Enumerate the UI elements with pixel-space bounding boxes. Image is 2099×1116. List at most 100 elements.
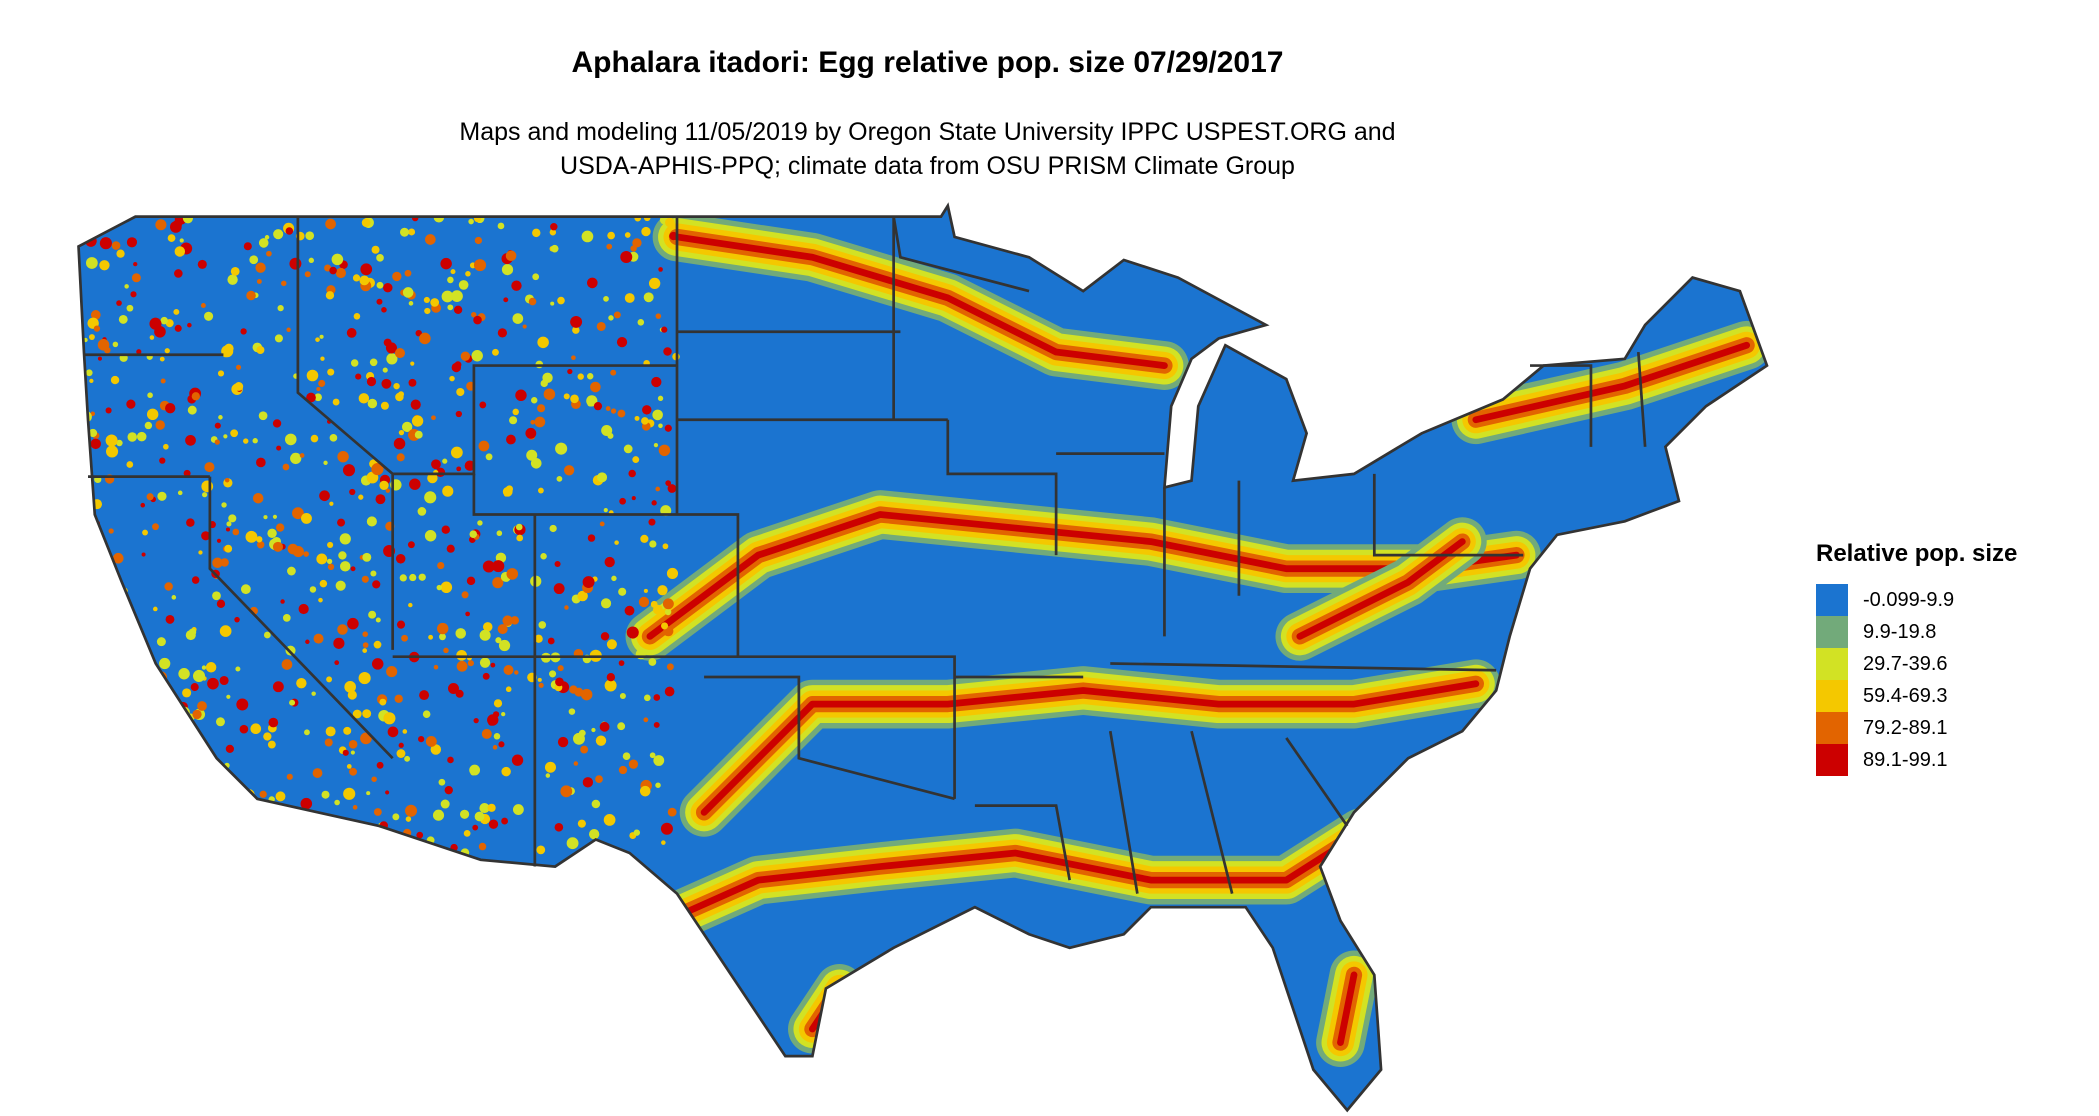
risk-cell: [159, 657, 171, 670]
risk-cell: [459, 809, 470, 819]
risk-cell: [371, 658, 384, 670]
risk-cell: [643, 588, 648, 593]
risk-cell: [581, 230, 594, 243]
legend-swatch: [1816, 680, 1848, 712]
risk-cell: [440, 581, 453, 594]
risk-cell: [503, 297, 509, 303]
legend-item: 59.4-69.3: [1816, 680, 2017, 712]
risk-cell: [315, 337, 320, 342]
risk-cell: [606, 639, 617, 650]
risk-cell: [105, 434, 118, 447]
risk-cell: [401, 421, 413, 433]
risk-cell: [99, 801, 108, 810]
risk-cell: [383, 282, 393, 293]
risk-cell: [577, 373, 584, 380]
risk-cell: [373, 640, 382, 649]
risk-cell: [514, 670, 519, 675]
risk-cell: [482, 560, 495, 573]
risk-cell: [438, 778, 446, 786]
state-border: [1110, 662, 1497, 672]
risk-cell: [191, 576, 200, 584]
state-border: [1285, 737, 1349, 827]
risk-cell: [224, 544, 233, 553]
risk-cell: [649, 752, 656, 759]
risk-cell: [187, 322, 192, 328]
risk-cell: [470, 770, 476, 776]
risk-cell: [334, 660, 340, 666]
risk-cell: [600, 632, 610, 641]
risk-cell: [97, 557, 107, 567]
risk-cell: [442, 485, 454, 497]
risk-cell: [648, 658, 657, 666]
risk-cell: [162, 756, 169, 763]
risk-cell: [306, 392, 316, 403]
risk-cell: [370, 570, 377, 577]
risk-cell: [99, 237, 112, 250]
risk-cell: [197, 259, 207, 269]
risk-cell: [385, 790, 390, 795]
risk-cell: [190, 683, 199, 692]
risk-cell: [164, 582, 173, 591]
state-border: [296, 216, 395, 650]
risk-cell: [89, 740, 101, 751]
risk-cell: [409, 573, 417, 582]
risk-cell: [256, 541, 265, 549]
risk-cell: [183, 765, 192, 774]
legend-label: 79.2-89.1: [1863, 716, 1948, 739]
risk-cell: [216, 538, 222, 543]
risk-cell: [281, 659, 293, 670]
risk-cell: [225, 527, 231, 532]
risk-cell: [168, 763, 177, 772]
risk-cell: [363, 837, 369, 843]
risk-cell: [516, 534, 524, 542]
risk-cell: [80, 489, 89, 498]
risk-cell: [361, 218, 371, 228]
risk-cell: [383, 338, 392, 347]
risk-cell: [633, 829, 641, 836]
risk-cell: [471, 312, 477, 318]
risk-cell: [89, 378, 94, 384]
risk-cell: [549, 229, 557, 236]
risk-cell: [619, 692, 626, 700]
risk-cell: [502, 615, 513, 626]
risk-cell: [430, 298, 440, 307]
risk-cell: [85, 257, 98, 269]
risk-cell: [392, 271, 402, 282]
risk-cell: [474, 236, 483, 245]
risk-cell: [124, 284, 129, 289]
risk-cell: [577, 819, 586, 828]
national-border: [77, 202, 1769, 1113]
risk-cell: [352, 805, 358, 810]
risk-cell: [347, 690, 357, 700]
risk-cell: [440, 257, 452, 270]
risk-cell: [165, 614, 175, 624]
risk-cell: [116, 249, 125, 258]
risk-cell: [174, 324, 182, 332]
risk-cell: [292, 814, 299, 821]
risk-cell: [554, 560, 561, 568]
risk-cell: [185, 434, 196, 446]
risk-cell: [415, 329, 422, 337]
risk-cell: [487, 714, 499, 726]
risk-cell: [639, 785, 651, 797]
risk-cell: [368, 610, 377, 619]
risk-cell: [275, 523, 285, 532]
risk-cell: [254, 849, 259, 855]
risk-cell: [310, 434, 319, 443]
risk-cell: [236, 698, 249, 711]
risk-cell: [537, 404, 546, 413]
risk-cell: [327, 541, 334, 549]
risk-cell: [571, 355, 576, 361]
risk-cell: [563, 465, 575, 476]
risk-cell: [589, 829, 600, 840]
risk-cell: [327, 563, 335, 571]
risk-cell: [528, 297, 537, 306]
risk-cell: [648, 277, 661, 290]
risk-cell: [243, 438, 249, 444]
risk-cell: [333, 637, 345, 649]
risk-cell: [264, 235, 270, 240]
risk-cell: [296, 677, 307, 689]
risk-cell: [90, 438, 101, 450]
risk-cell: [433, 664, 439, 670]
risk-cell: [641, 417, 649, 425]
